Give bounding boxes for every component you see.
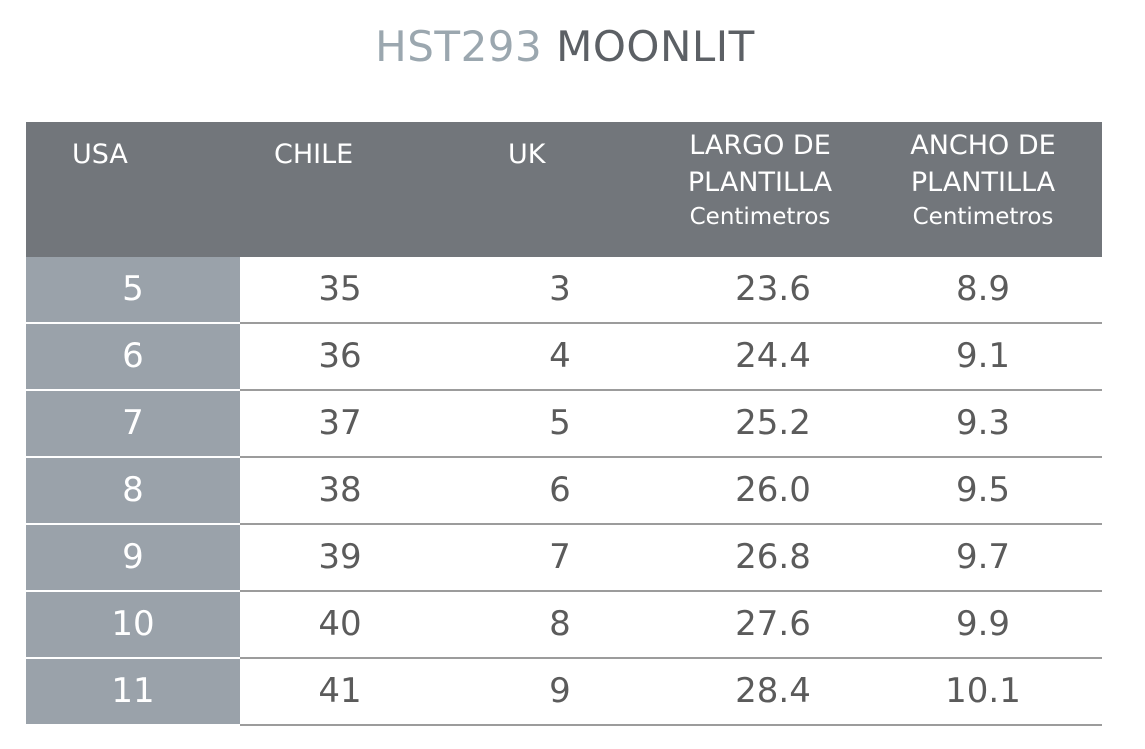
cell-uk: 8 [549, 604, 571, 644]
header-ancho-unit: Centimetros [912, 204, 1054, 230]
header-largo: LARGO DE PLANTILLA Centimetros [660, 127, 860, 233]
cell-ancho: 9.7 [955, 537, 1011, 577]
cell-largo: 24.4 [735, 336, 811, 376]
table-row: 6 36 4 24.4 9.1 [26, 324, 1102, 391]
size-chart-table: USA CHILE UK LARGO DE PLANTILLA Centimet… [26, 122, 1102, 726]
table-row: 10 40 8 27.6 9.9 [26, 592, 1102, 659]
product-code: HST293 [375, 22, 543, 71]
header-largo-line1: LARGO DE [689, 130, 831, 161]
cell-uk: 7 [549, 537, 571, 577]
header-largo-line2: PLANTILLA [687, 167, 833, 198]
cell-chile: 35 [318, 269, 362, 309]
cell-ancho: 9.5 [955, 470, 1011, 510]
table-row: 5 35 3 23.6 8.9 [26, 257, 1102, 324]
cell-uk: 6 [549, 470, 571, 510]
cell-usa: 5 [26, 257, 240, 322]
cell-usa: 10 [26, 592, 240, 657]
cell-usa: 9 [26, 525, 240, 590]
row-divider [240, 523, 1102, 525]
cell-largo: 23.6 [735, 269, 811, 309]
table-header: USA CHILE UK LARGO DE PLANTILLA Centimet… [26, 122, 1102, 257]
table-body: 5 35 3 23.6 8.9 6 36 4 24.4 9.1 7 37 5 25.2 9.3 8 38 6 26.… [26, 257, 1102, 726]
cell-chile: 36 [318, 336, 362, 376]
cell-uk: 5 [549, 403, 571, 443]
cell-ancho: 9.1 [955, 336, 1011, 376]
cell-uk: 3 [549, 269, 571, 309]
row-divider [240, 590, 1102, 592]
cell-ancho: 9.9 [955, 604, 1011, 644]
cell-usa: 8 [26, 458, 240, 523]
header-usa: USA [72, 139, 128, 170]
cell-ancho: 9.3 [955, 403, 1011, 443]
cell-ancho: 10.1 [945, 671, 1021, 711]
cell-largo: 26.0 [735, 470, 811, 510]
cell-uk: 9 [549, 671, 571, 711]
header-uk: UK [508, 139, 546, 170]
table-row: 7 37 5 25.2 9.3 [26, 391, 1102, 458]
cell-chile: 39 [318, 537, 362, 577]
header-ancho: ANCHO DE PLANTILLA Centimetros [883, 127, 1083, 233]
header-ancho-line2: PLANTILLA [910, 167, 1056, 198]
cell-chile: 40 [318, 604, 362, 644]
header-largo-unit: Centimetros [689, 204, 831, 230]
cell-chile: 41 [318, 671, 362, 711]
row-divider [240, 456, 1102, 458]
cell-ancho: 8.9 [955, 269, 1011, 309]
row-divider [240, 657, 1102, 659]
cell-largo: 27.6 [735, 604, 811, 644]
cell-largo: 26.8 [735, 537, 811, 577]
cell-largo: 28.4 [735, 671, 811, 711]
cell-chile: 37 [318, 403, 362, 443]
cell-uk: 4 [549, 336, 571, 376]
cell-chile: 38 [318, 470, 362, 510]
product-name: MOONLIT [556, 22, 755, 71]
cell-largo: 25.2 [735, 403, 811, 443]
header-chile: CHILE [274, 139, 354, 170]
table-row: 11 41 9 28.4 10.1 [26, 659, 1102, 726]
table-row: 9 39 7 26.8 9.7 [26, 525, 1102, 592]
row-divider [240, 724, 1102, 726]
row-divider [240, 389, 1102, 391]
row-divider [240, 322, 1102, 324]
cell-usa: 6 [26, 324, 240, 389]
page-title: HST293 MOONLIT [0, 22, 1130, 71]
header-ancho-line1: ANCHO DE [910, 130, 1056, 161]
cell-usa: 7 [26, 391, 240, 456]
cell-usa: 11 [26, 659, 240, 724]
table-row: 8 38 6 26.0 9.5 [26, 458, 1102, 525]
